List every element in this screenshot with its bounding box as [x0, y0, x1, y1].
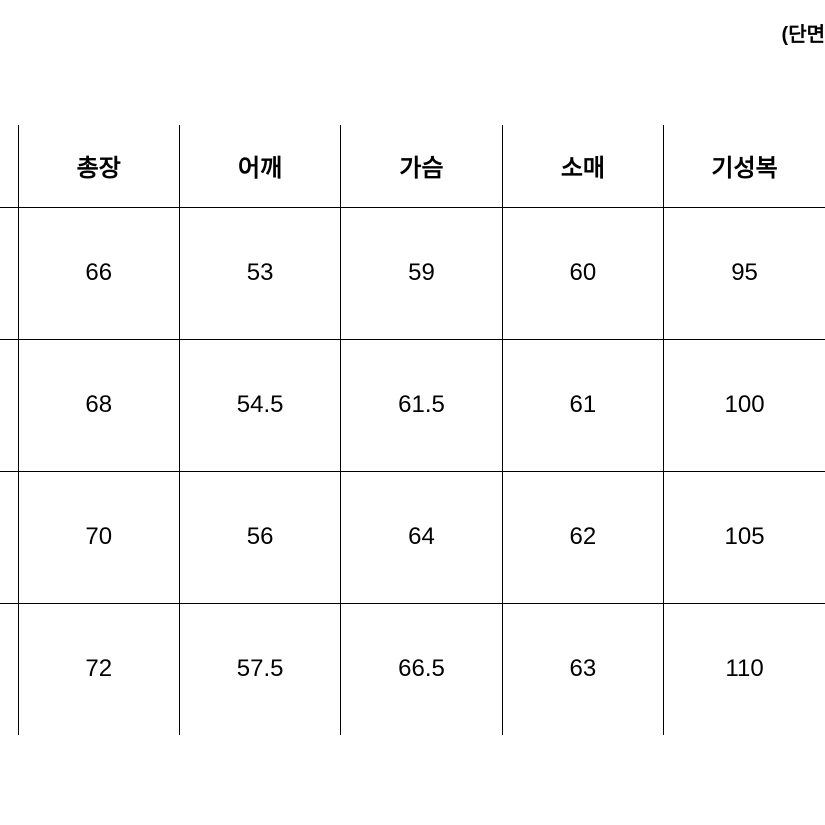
cell-shoulder: 57.5 — [179, 603, 340, 735]
unit-note: (단면 — [782, 18, 825, 47]
cell-length: 70 — [18, 471, 179, 603]
cell-length: 66 — [18, 207, 179, 339]
cell-chest: 59 — [341, 207, 502, 339]
row-stub — [0, 207, 18, 339]
row-stub — [0, 471, 18, 603]
table-row: 66 53 59 60 95 — [0, 207, 825, 339]
cell-sleeve: 63 — [502, 603, 663, 735]
header-shoulder: 어깨 — [179, 125, 340, 207]
cell-shoulder: 56 — [179, 471, 340, 603]
cell-sleeve: 60 — [502, 207, 663, 339]
cell-shoulder: 54.5 — [179, 339, 340, 471]
row-stub — [0, 339, 18, 471]
table-header-row: 총장 어깨 가슴 소매 기성복 — [0, 125, 825, 207]
header-chest: 가슴 — [341, 125, 502, 207]
cell-sleeve: 62 — [502, 471, 663, 603]
header-stub — [0, 125, 18, 207]
row-stub — [0, 603, 18, 735]
cell-chest: 66.5 — [341, 603, 502, 735]
cell-sleeve: 61 — [502, 339, 663, 471]
cell-chest: 61.5 — [341, 339, 502, 471]
table-row: 72 57.5 66.5 63 110 — [0, 603, 825, 735]
table-row: 68 54.5 61.5 61 100 — [0, 339, 825, 471]
cell-shoulder: 53 — [179, 207, 340, 339]
size-table: 총장 어깨 가슴 소매 기성복 66 53 59 60 95 68 54.5 6… — [0, 125, 825, 735]
cell-readymade: 100 — [664, 339, 825, 471]
header-readymade: 기성복 — [664, 125, 825, 207]
cell-chest: 64 — [341, 471, 502, 603]
header-length: 총장 — [18, 125, 179, 207]
cell-length: 72 — [18, 603, 179, 735]
cell-readymade: 110 — [664, 603, 825, 735]
cell-readymade: 95 — [664, 207, 825, 339]
cell-length: 68 — [18, 339, 179, 471]
table-row: 70 56 64 62 105 — [0, 471, 825, 603]
size-table-container: 총장 어깨 가슴 소매 기성복 66 53 59 60 95 68 54.5 6… — [0, 125, 825, 735]
cell-readymade: 105 — [664, 471, 825, 603]
header-sleeve: 소매 — [502, 125, 663, 207]
